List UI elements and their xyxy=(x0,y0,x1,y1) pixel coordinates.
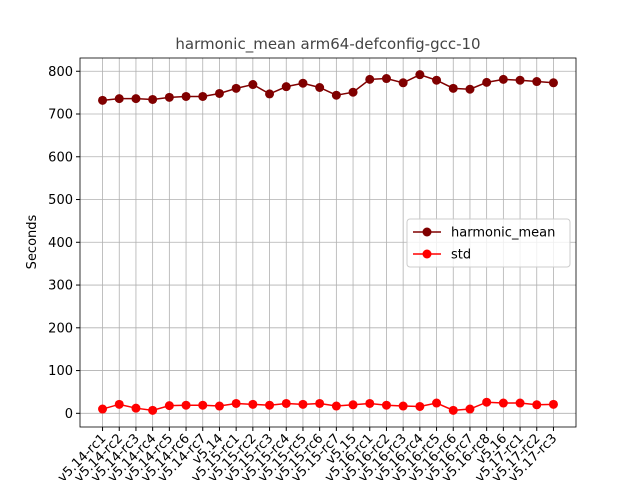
data-point xyxy=(532,77,542,87)
y-tick-label: 100 xyxy=(48,364,73,379)
axes-frame xyxy=(79,57,577,428)
y-tick-label: 200 xyxy=(48,321,73,336)
y-tick-label: 300 xyxy=(48,279,73,294)
data-point xyxy=(298,399,308,409)
data-point xyxy=(248,399,258,409)
data-point xyxy=(398,401,408,411)
data-point xyxy=(164,92,174,102)
data-point xyxy=(214,88,224,98)
data-point xyxy=(114,399,124,409)
data-point xyxy=(498,398,508,408)
data-point xyxy=(548,399,558,409)
data-point xyxy=(381,400,391,410)
series-line xyxy=(102,401,554,412)
data-point xyxy=(281,82,291,92)
data-point xyxy=(231,398,241,408)
data-point xyxy=(131,94,141,104)
data-point xyxy=(465,84,475,94)
data-point xyxy=(214,401,224,411)
y-tick-label: 500 xyxy=(48,193,73,208)
y-tick-label: 800 xyxy=(48,65,73,80)
data-point xyxy=(98,404,108,414)
data-point xyxy=(231,83,241,93)
data-point xyxy=(348,87,358,97)
data-point xyxy=(432,398,442,408)
data-point xyxy=(532,400,542,410)
data-point xyxy=(114,94,124,104)
data-point xyxy=(315,83,325,93)
data-point xyxy=(164,401,174,411)
series-line xyxy=(102,73,554,102)
data-point xyxy=(131,403,141,413)
legend-box xyxy=(406,218,571,268)
data-point xyxy=(348,400,358,410)
data-point xyxy=(265,89,275,99)
data-point xyxy=(181,400,191,410)
y-axis-label: Seconds xyxy=(25,214,40,269)
plot-area: 0100200300400500600700800v5.14-rc1v5.14-… xyxy=(48,58,576,484)
data-point xyxy=(415,401,425,411)
data-point xyxy=(181,91,191,101)
data-point xyxy=(515,398,525,408)
y-tick-label: 600 xyxy=(48,150,73,165)
data-point xyxy=(432,75,442,85)
y-tick-label: 400 xyxy=(48,236,73,251)
data-point xyxy=(548,78,558,88)
data-point xyxy=(398,78,408,88)
data-point xyxy=(365,398,375,408)
data-point xyxy=(482,397,492,407)
chart-title: harmonic_mean arm64-defconfig-gcc-10 xyxy=(175,35,480,54)
data-point xyxy=(448,405,458,415)
data-point xyxy=(331,90,341,100)
data-point xyxy=(265,400,275,410)
data-point xyxy=(298,78,308,88)
legend-marker xyxy=(422,249,432,259)
data-point xyxy=(198,400,208,410)
data-point xyxy=(482,77,492,87)
data-point xyxy=(331,401,341,411)
data-point xyxy=(198,91,208,101)
data-point xyxy=(315,398,325,408)
data-point xyxy=(98,95,108,105)
data-point xyxy=(148,405,158,415)
data-point xyxy=(465,404,475,414)
data-point xyxy=(498,74,508,84)
data-point xyxy=(448,83,458,93)
y-tick-label: 700 xyxy=(48,108,73,123)
data-point xyxy=(248,80,258,90)
legend-label: harmonic_mean xyxy=(451,226,555,241)
data-point xyxy=(365,74,375,84)
data-point xyxy=(148,94,158,104)
data-point xyxy=(281,398,291,408)
data-point xyxy=(415,70,425,80)
data-point xyxy=(381,74,391,84)
data-point xyxy=(515,75,525,85)
legend-label: std xyxy=(451,248,471,263)
y-tick-label: 0 xyxy=(65,407,73,422)
legend-marker xyxy=(422,227,432,237)
